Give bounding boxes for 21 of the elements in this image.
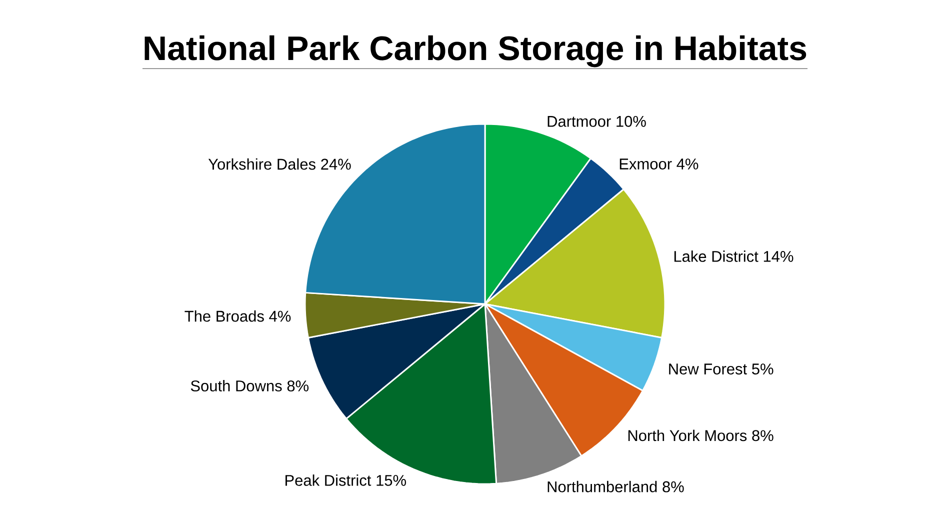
slice-label: Dartmoor xyxy=(548,116,611,127)
data-label: 4% xyxy=(269,310,291,322)
slice-label: The Broads xyxy=(184,310,264,322)
data-label: 8% xyxy=(752,430,774,442)
slice-label: Exmoor xyxy=(620,158,672,170)
data-label: 8% xyxy=(662,481,684,492)
data-label: 5% xyxy=(752,364,774,374)
data-label: 15% xyxy=(376,474,406,486)
data-label: 14% xyxy=(764,251,794,262)
slice-label: Lake District xyxy=(674,250,758,262)
chart-title: National Park Carbon Storage in Habitats xyxy=(144,35,806,68)
slice-label: North York Moors xyxy=(628,430,747,442)
data-label: 4% xyxy=(676,158,698,170)
slice-label: Yorkshire Dales xyxy=(208,158,316,170)
data-label: 8% xyxy=(287,380,309,392)
data-label: 10% xyxy=(616,116,646,127)
slice-label: South Downs xyxy=(190,380,282,392)
slice-label: New Forest xyxy=(669,364,747,374)
data-label: 24% xyxy=(321,158,351,170)
slice-label: Peak District xyxy=(286,474,372,486)
slice-label: Northumberland xyxy=(548,480,657,492)
